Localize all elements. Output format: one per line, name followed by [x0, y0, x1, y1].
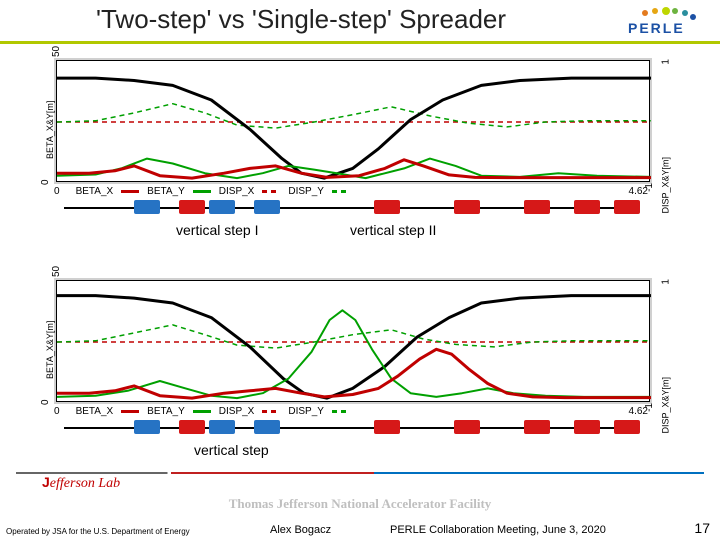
chart-legend: 0BETA_XBETA_YDISP_XDISP_Y4.62 — [54, 406, 648, 417]
chart-single-step: BETA_X&Y[m] DISP_X&Y[m] 50 0 1 -1 0BETA_… — [54, 278, 652, 404]
y-left-max: 50 — [51, 46, 62, 57]
meeting: PERLE Collaboration Meeting, June 3, 202… — [390, 524, 606, 536]
footer: Jefferson Lab Thomas Jefferson National … — [0, 470, 720, 540]
facility-name: Thomas Jefferson National Accelerator Fa… — [0, 496, 720, 512]
header: 'Two-step' vs 'Single-step' Spreader PER… — [0, 0, 720, 44]
chart-legend: 0BETA_XBETA_YDISP_XDISP_Y4.62 — [54, 186, 648, 197]
slide: 'Two-step' vs 'Single-step' Spreader PER… — [0, 0, 720, 540]
y-left-axis-label: BETA_X&Y[m] — [45, 321, 55, 379]
jlab-rest: efferson Lab — [50, 476, 120, 491]
y-right-axis-label: DISP_X&Y[m] — [661, 377, 671, 434]
beamline-schematic — [54, 420, 648, 442]
annotation-vertical-step-2: vertical step II — [350, 222, 436, 238]
annotation-vertical-step: vertical step — [194, 442, 269, 458]
chart-two-step: BETA_X&Y[m] DISP_X&Y[m] 50 0 1 -1 0BETA_… — [54, 58, 652, 184]
beamline-schematic — [54, 200, 648, 222]
y-right-axis-label: DISP_X&Y[m] — [661, 157, 671, 214]
perle-logo: PERLE — [628, 4, 702, 38]
jefferson-lab-logo: Jefferson Lab — [42, 474, 120, 492]
operated-by: Operated by JSA for the U.S. Department … — [6, 527, 190, 536]
author: Alex Bogacz — [270, 524, 331, 536]
y-left-axis-label: BETA_X&Y[m] — [45, 101, 55, 159]
y-right-max: 1 — [661, 59, 672, 65]
annotation-vertical-step-1: vertical step I — [176, 222, 258, 238]
y-left-min: 0 — [40, 179, 51, 185]
slide-title: 'Two-step' vs 'Single-step' Spreader — [96, 4, 506, 35]
y-left-min: 0 — [40, 399, 51, 405]
perle-logo-text: PERLE — [628, 20, 685, 36]
y-right-max: 1 — [661, 279, 672, 285]
y-left-max: 50 — [51, 266, 62, 277]
jlab-j: J — [42, 474, 50, 490]
page-number: 17 — [694, 520, 710, 536]
